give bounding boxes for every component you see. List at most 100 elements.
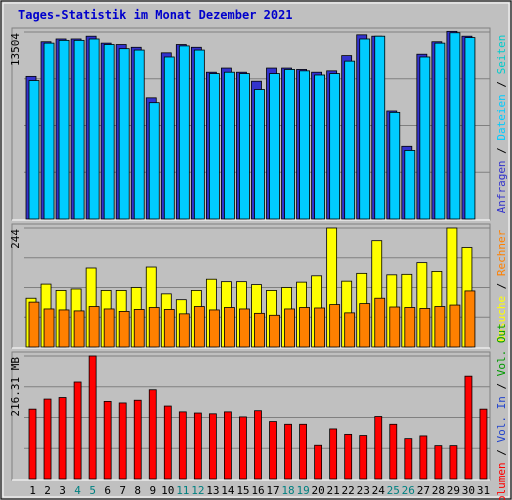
bar-volumen-day-7 bbox=[118, 402, 127, 480]
bar-volumen-day-30 bbox=[464, 375, 473, 480]
x-tick-label: 1 bbox=[29, 484, 36, 497]
bar-dateien-day-1 bbox=[28, 80, 40, 220]
bar-dateien-day-27 bbox=[419, 56, 431, 220]
legend-separator: / bbox=[495, 276, 508, 296]
bar-rechner-day-10 bbox=[163, 309, 175, 348]
bar-volumen-day-15 bbox=[239, 416, 247, 480]
bar-dateien-day-20 bbox=[314, 74, 326, 220]
bar-rechner-day-12 bbox=[193, 306, 205, 348]
bar-rechner-day-21 bbox=[329, 304, 341, 348]
bar-rechner-day-16 bbox=[254, 312, 265, 348]
x-tick-label: 7 bbox=[119, 484, 126, 497]
x-tick-label: 21 bbox=[327, 484, 340, 497]
x-tick-label: 11 bbox=[176, 484, 189, 497]
bar-rechner-day-7 bbox=[118, 310, 130, 348]
bar-volumen-day-18 bbox=[284, 423, 292, 480]
bar-dateien-day-12 bbox=[193, 49, 205, 220]
x-tick-label: 19 bbox=[296, 484, 309, 497]
bar-dateien-day-17 bbox=[269, 73, 280, 220]
bar-volumen-day-3 bbox=[58, 397, 67, 480]
bar-dateien-day-21 bbox=[329, 73, 341, 220]
x-tick-label: 4 bbox=[74, 484, 81, 497]
x-tick-label: 22 bbox=[342, 484, 355, 497]
x-tick-label: 3 bbox=[59, 484, 66, 497]
x-tick-label: 20 bbox=[311, 484, 324, 497]
bar-dateien-day-7 bbox=[118, 48, 130, 220]
x-tick-label: 2 bbox=[44, 484, 51, 497]
bar-volumen-day-1 bbox=[28, 408, 37, 480]
x-tick-label: 16 bbox=[251, 484, 264, 497]
bar-rechner-day-11 bbox=[178, 313, 190, 348]
bar-rechner-day-13 bbox=[208, 309, 220, 348]
bar-volumen-day-4 bbox=[73, 381, 82, 480]
bar-dateien-day-2 bbox=[43, 42, 55, 220]
bar-rechner-day-18 bbox=[284, 308, 295, 348]
bar-rechner-day-22 bbox=[344, 312, 356, 348]
legend-separator: / bbox=[495, 74, 508, 94]
bar-rechner-day-30 bbox=[464, 290, 476, 348]
bar-volumen-day-6 bbox=[103, 400, 112, 480]
x-axis-day-labels: 1 2 3 4 5 6 7 8 9 10 11 12 13 14 15 16 17 18 19 20 21 22 23 24 2… bbox=[29, 484, 490, 497]
bar-rechner-day-1 bbox=[28, 301, 40, 348]
x-tick-label: 18 bbox=[281, 484, 294, 497]
x-tick-label: 6 bbox=[104, 484, 111, 497]
bar-rechner-day-29 bbox=[449, 304, 461, 348]
bar-volumen-day-26 bbox=[404, 438, 413, 480]
x-tick-label: 27 bbox=[417, 484, 430, 497]
bar-dateien-day-26 bbox=[404, 150, 416, 220]
bar-volumen-day-25 bbox=[389, 423, 398, 480]
y-max-label: 244 bbox=[9, 229, 22, 249]
legend-separator: / bbox=[495, 442, 508, 462]
bar-dateien-day-28 bbox=[434, 42, 446, 220]
bar-rechner-day-15 bbox=[239, 308, 250, 348]
legend-item-vol-out: Vol. Out bbox=[495, 323, 508, 376]
x-tick-label: 25 bbox=[387, 484, 400, 497]
y-max-label: 13504 bbox=[9, 33, 22, 66]
bar-volumen-day-22 bbox=[344, 433, 353, 480]
x-tick-label: 17 bbox=[266, 484, 279, 497]
x-tick-label: 13 bbox=[206, 484, 219, 497]
bar-dateien-day-4 bbox=[73, 39, 85, 220]
bar-volumen-day-20 bbox=[314, 444, 323, 480]
bar-rechner-day-17 bbox=[269, 314, 280, 348]
x-tick-label: 30 bbox=[462, 484, 475, 497]
x-tick-label: 31 bbox=[477, 484, 490, 497]
x-tick-label: 26 bbox=[402, 484, 415, 497]
bar-rechner-day-4 bbox=[73, 310, 85, 348]
bar-volumen-day-12 bbox=[193, 412, 202, 480]
panel-visits: 244 Besuche / Rechner bbox=[9, 223, 508, 349]
bar-volumen-day-23 bbox=[359, 435, 368, 480]
bar-volumen-day-19 bbox=[299, 423, 307, 480]
bar-dateien-day-6 bbox=[103, 44, 115, 220]
bar-volumen-day-21 bbox=[329, 428, 338, 480]
bar-volumen-day-2 bbox=[43, 398, 52, 480]
bar-volumen-day-16 bbox=[254, 410, 262, 480]
bar-dateien-day-14 bbox=[224, 71, 235, 220]
bar-volumen-day-17 bbox=[269, 421, 277, 480]
bar-rechner-day-2 bbox=[43, 308, 55, 348]
bar-dateien-day-5 bbox=[88, 38, 100, 220]
bar-dateien-day-30 bbox=[464, 37, 476, 220]
bar-volumen-day-5 bbox=[88, 355, 97, 480]
x-tick-label: 29 bbox=[447, 484, 460, 497]
panel-volume: 216.31 MB Volumen / Vol. In / Vol. Out bbox=[9, 323, 508, 500]
bar-volumen-day-14 bbox=[224, 411, 232, 480]
bar-dateien-day-25 bbox=[389, 111, 401, 220]
bar-rechner-day-3 bbox=[58, 309, 70, 348]
bar-volumen-day-31 bbox=[479, 408, 488, 480]
bar-rechner-day-14 bbox=[224, 307, 235, 348]
legend-volume: Volumen / Vol. In / Vol. Out bbox=[495, 323, 508, 500]
bar-rechner-day-6 bbox=[103, 308, 115, 348]
bar-volumen-day-13 bbox=[208, 413, 217, 480]
legend-item-vol-in: Vol. In bbox=[495, 396, 508, 442]
x-tick-label: 9 bbox=[149, 484, 156, 497]
bar-volumen-day-8 bbox=[133, 399, 142, 480]
bar-volumen-day-28 bbox=[434, 445, 443, 480]
panel-requests: 13504 Anfragen / Dateien / Seiten bbox=[9, 27, 508, 221]
bar-rechner-day-24 bbox=[374, 297, 386, 348]
bar-rechner-day-28 bbox=[434, 306, 446, 348]
legend-item-dateien: Dateien bbox=[495, 94, 508, 140]
bar-dateien-day-10 bbox=[163, 56, 175, 220]
bar-rechner-day-20 bbox=[314, 307, 326, 348]
